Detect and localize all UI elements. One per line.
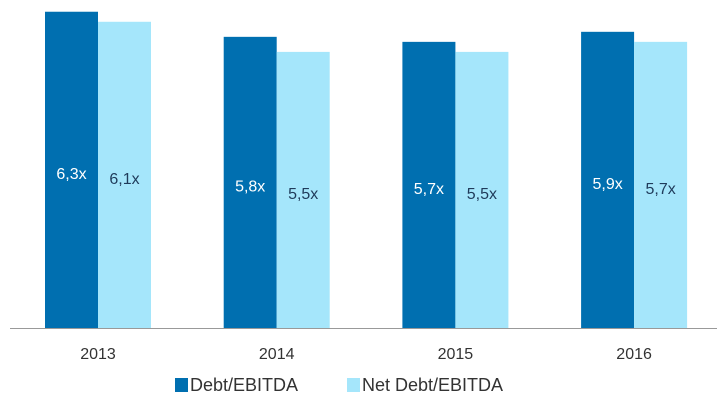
bar: [634, 41, 688, 329]
data-label: 6,1x: [109, 171, 139, 188]
data-label: 5,7x: [645, 181, 675, 198]
data-label: 5,8x: [235, 179, 265, 196]
x-tick-label: 2016: [616, 346, 652, 363]
x-tick-label: 2013: [80, 346, 116, 363]
legend-label: Debt/EBITDA: [190, 375, 298, 395]
legend-swatch: [175, 378, 188, 392]
legend-swatch: [347, 378, 360, 392]
data-label: 6,3x: [56, 166, 86, 183]
bar: [276, 51, 330, 329]
legend-label: Net Debt/EBITDA: [362, 375, 503, 395]
data-label: 5,5x: [467, 186, 497, 203]
bar: [45, 11, 98, 329]
data-label: 5,7x: [414, 181, 444, 198]
x-tick-label: 2015: [438, 346, 474, 363]
bar: [581, 31, 635, 328]
x-tick-label: 2014: [259, 346, 295, 363]
bar: [98, 21, 151, 329]
bar: [455, 51, 509, 329]
bar: [223, 36, 277, 329]
data-label: 5,5x: [288, 186, 318, 203]
data-label: 5,9x: [592, 176, 622, 193]
bar: [402, 41, 456, 329]
